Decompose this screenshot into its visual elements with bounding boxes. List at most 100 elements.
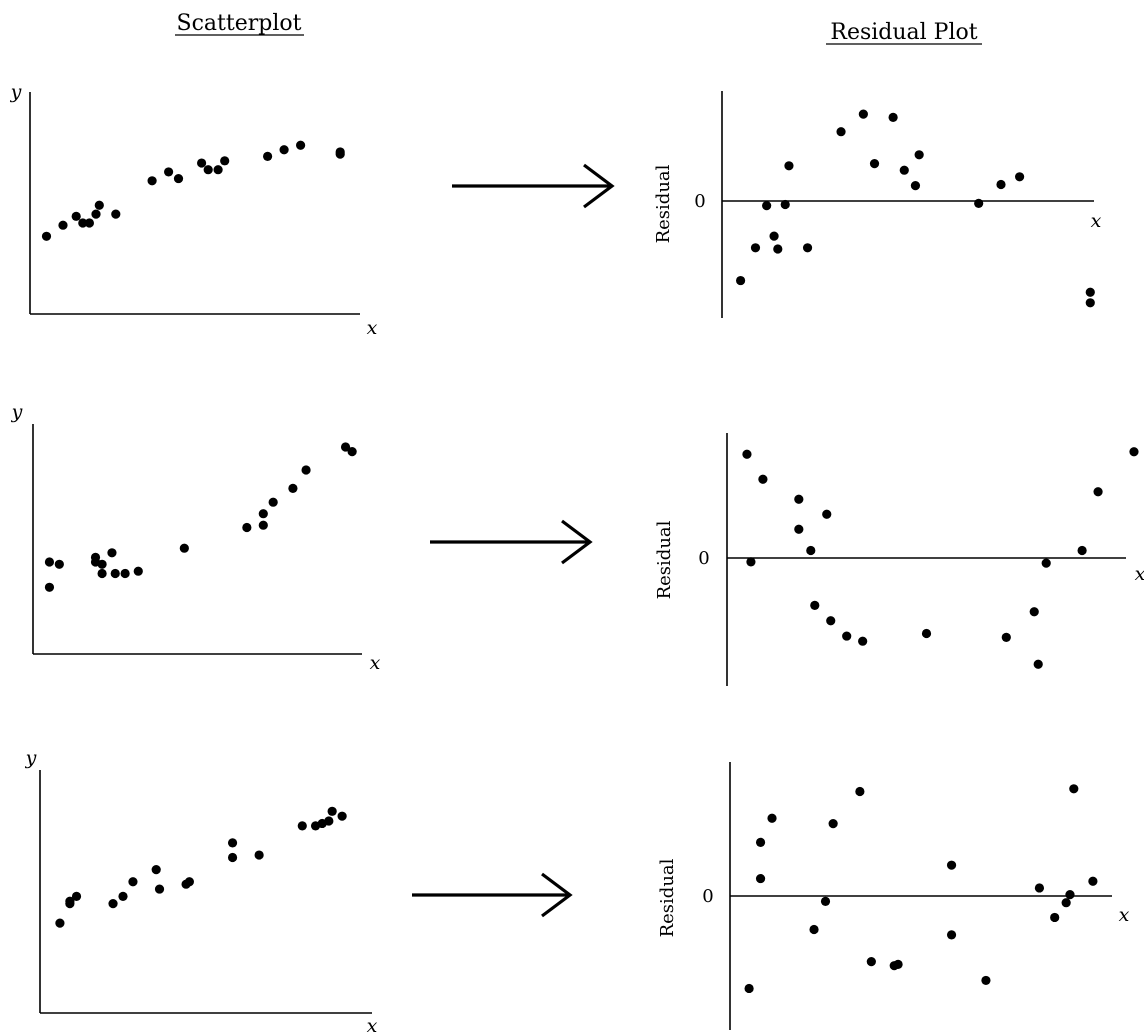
data-point <box>254 850 264 860</box>
data-point <box>65 896 75 906</box>
y-axis-label: y <box>10 81 22 103</box>
scatterplot-3: yx <box>25 747 378 1036</box>
data-point <box>1001 632 1011 642</box>
data-point <box>108 899 118 909</box>
data-point <box>981 975 991 986</box>
data-point <box>164 167 174 177</box>
data-point <box>858 109 868 119</box>
scatterplot-1: yx <box>10 81 378 339</box>
data-point <box>147 176 157 186</box>
data-point <box>133 566 143 576</box>
data-point <box>203 165 213 175</box>
y-tick-label: 0 <box>702 886 713 907</box>
data-point <box>44 582 55 592</box>
x-axis-label: x <box>367 1015 378 1036</box>
y-axis-label: Residual <box>657 858 678 937</box>
header-residual: Residual Plot <box>830 20 977 45</box>
data-point <box>107 548 117 558</box>
data-point <box>855 786 865 797</box>
x-axis-label: x <box>1135 563 1144 585</box>
data-point <box>773 244 783 254</box>
data-point <box>242 522 252 533</box>
data-point <box>1069 784 1079 794</box>
scatterplot-2: yx <box>11 401 381 674</box>
data-point <box>910 181 921 191</box>
data-point <box>750 243 761 253</box>
data-point <box>94 200 104 210</box>
data-point <box>71 891 82 901</box>
data-point <box>120 568 130 579</box>
data-point <box>227 852 238 863</box>
data-point <box>1129 447 1139 457</box>
data-point <box>324 816 334 826</box>
data-point <box>858 636 868 646</box>
data-point <box>111 209 121 219</box>
data-point <box>780 199 790 210</box>
data-point <box>296 140 306 150</box>
data-point <box>974 198 984 208</box>
data-point <box>946 860 957 870</box>
data-point <box>1034 883 1045 893</box>
x-axis-label: x <box>367 317 378 339</box>
y-tick-label: 0 <box>698 548 709 569</box>
data-point <box>828 819 838 829</box>
data-point <box>755 873 766 884</box>
data-point <box>769 231 779 241</box>
data-point <box>55 918 65 928</box>
data-point <box>767 813 777 823</box>
residual-plot-2: 0 Residual x <box>654 433 1144 686</box>
data-point <box>110 568 120 579</box>
y-axis-label: Residual <box>653 164 674 243</box>
header-scatterplot: Scatterplot <box>177 11 302 36</box>
data-point <box>914 150 924 160</box>
data-point <box>794 494 804 504</box>
data-point <box>288 483 298 493</box>
data-point <box>893 959 903 969</box>
y-tick-label: 0 <box>694 191 705 212</box>
data-point <box>822 509 832 519</box>
arrow-3 <box>412 872 573 918</box>
data-point <box>784 161 794 171</box>
x-axis-label: x <box>370 652 381 674</box>
data-point <box>758 474 768 484</box>
data-point <box>1077 545 1087 556</box>
data-point <box>279 145 289 155</box>
data-point <box>1088 876 1098 886</box>
data-point <box>128 877 138 887</box>
data-point <box>836 127 846 137</box>
data-point <box>1061 898 1071 908</box>
data-point <box>213 165 223 175</box>
data-point <box>327 806 337 816</box>
data-point <box>1033 659 1043 669</box>
data-point <box>58 220 68 230</box>
data-point <box>869 159 880 169</box>
data-point <box>866 957 876 967</box>
data-point <box>258 520 268 530</box>
data-point <box>227 838 238 848</box>
residual-plot-1: 0 Residual x <box>653 91 1102 318</box>
y-axis-label: y <box>11 401 23 423</box>
residual-plot-3: 0 Residual x <box>657 762 1130 1030</box>
x-axis-label: x <box>1091 210 1102 232</box>
data-point <box>41 231 52 241</box>
y-axis-label: y <box>25 747 37 769</box>
data-point <box>335 147 345 157</box>
data-point <box>297 821 307 831</box>
data-point <box>921 628 932 639</box>
data-point <box>1093 487 1103 497</box>
data-point <box>1065 890 1075 900</box>
data-point <box>220 156 230 166</box>
data-point <box>301 465 311 475</box>
data-point <box>1085 298 1095 308</box>
data-point <box>151 865 161 875</box>
data-point <box>996 179 1006 190</box>
data-point <box>263 151 273 161</box>
data-point <box>802 243 813 253</box>
data-point <box>197 158 207 168</box>
data-point <box>1050 912 1060 923</box>
data-point <box>91 209 101 219</box>
data-point <box>173 173 184 184</box>
data-point <box>268 497 278 507</box>
data-point <box>337 811 347 821</box>
data-point <box>154 884 165 894</box>
